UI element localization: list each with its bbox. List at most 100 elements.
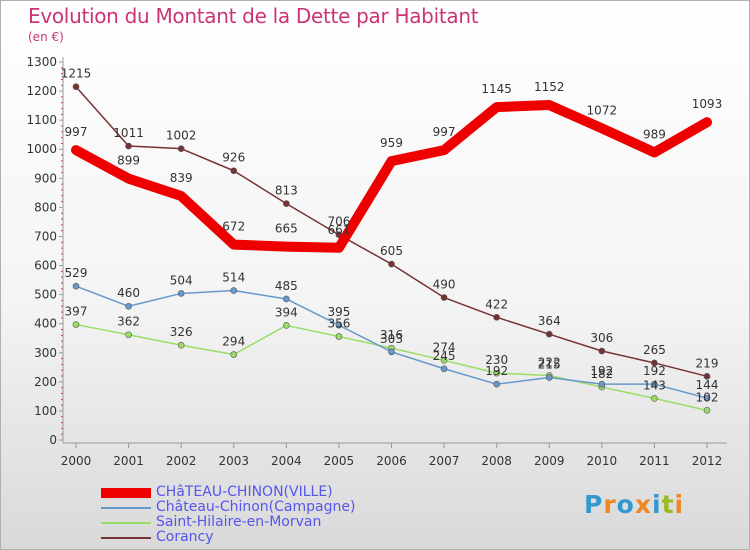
legend-label: CHâTEAU-CHINON(VILLE) — [156, 484, 333, 500]
y-minor-tick — [61, 137, 63, 139]
data-label: 813 — [275, 184, 298, 198]
legend: CHâTEAU-CHINON(VILLE) Château-Chinon(Cam… — [101, 484, 421, 545]
x-tick-label: 2002 — [166, 454, 197, 468]
data-label: 274 — [433, 340, 456, 354]
data-point — [651, 359, 658, 367]
data-label: 316 — [380, 328, 403, 342]
chart-title: Evolution du Montant de la Dette par Hab… — [28, 4, 479, 28]
data-point — [703, 373, 711, 380]
data-point — [125, 331, 132, 339]
data-label: 959 — [380, 136, 403, 150]
data-label: 1011 — [113, 126, 144, 140]
legend-swatch — [101, 488, 151, 498]
data-label: 356 — [327, 316, 350, 330]
data-label: 1152 — [534, 80, 565, 94]
data-point — [283, 322, 290, 329]
legend-swatch — [101, 507, 151, 509]
legend-item: Saint-Hilaire-en-Morvan — [101, 514, 421, 530]
data-label: 1145 — [481, 82, 512, 96]
chart-subtitle: (en €) — [28, 30, 64, 44]
y-tick-label: 1300 — [26, 55, 57, 69]
data-point — [230, 167, 238, 175]
y-minor-tick — [61, 433, 63, 435]
x-tick-label: 2001 — [113, 454, 144, 468]
y-tick-label: 200 — [34, 375, 57, 389]
data-label: 504 — [170, 273, 193, 287]
data-point — [651, 395, 658, 402]
data-label: 192 — [590, 364, 613, 378]
y-minor-tick — [61, 201, 63, 203]
y-minor-tick — [61, 224, 63, 226]
y-minor-tick — [61, 387, 63, 389]
x-tick-label: 2011 — [639, 454, 670, 468]
x-tick-label: 2012 — [692, 454, 723, 468]
x-tick-label: 2004 — [271, 454, 302, 468]
data-label: 395 — [327, 305, 350, 319]
data-label: 839 — [170, 171, 193, 185]
data-point — [72, 83, 80, 91]
data-label: 706 — [327, 215, 350, 229]
data-label: 1093 — [692, 97, 723, 111]
y-minor-tick — [61, 270, 63, 272]
y-minor-tick — [61, 416, 63, 418]
data-point — [72, 321, 80, 328]
y-minor-tick — [61, 212, 63, 214]
y-minor-tick — [61, 358, 63, 360]
data-label: 514 — [222, 271, 245, 285]
y-tick-label: 1000 — [26, 142, 57, 156]
y-minor-tick — [61, 125, 63, 127]
y-minor-tick — [61, 422, 63, 424]
data-point — [72, 282, 80, 290]
y-minor-tick — [61, 299, 63, 301]
legend-label: Corancy — [156, 529, 214, 545]
y-minor-tick — [61, 108, 63, 110]
y-minor-tick — [61, 247, 63, 249]
y-minor-tick — [61, 78, 63, 80]
x-tick-label: 2007 — [429, 454, 460, 468]
data-label: 303 — [380, 332, 403, 346]
y-minor-tick — [61, 154, 63, 156]
data-point — [388, 260, 395, 268]
data-point — [388, 348, 395, 356]
data-label: 102 — [696, 390, 719, 404]
data-point — [335, 321, 343, 329]
data-label: 926 — [222, 151, 245, 165]
y-minor-tick — [61, 392, 63, 394]
data-point — [283, 295, 290, 303]
data-label: 394 — [275, 305, 298, 319]
x-tick-label: 2010 — [587, 454, 618, 468]
x-tick-label: 2006 — [376, 454, 407, 468]
data-label: 605 — [380, 244, 403, 258]
data-label: 326 — [170, 325, 193, 339]
y-tick-label: 1200 — [26, 84, 57, 98]
data-label: 144 — [696, 378, 719, 392]
data-point — [440, 294, 448, 301]
data-label: 997 — [433, 125, 456, 139]
data-point — [125, 302, 132, 310]
data-point — [493, 313, 500, 321]
y-minor-tick — [61, 84, 63, 86]
y-minor-tick — [61, 171, 63, 173]
y-tick-label: 0 — [49, 433, 57, 447]
data-label: 294 — [222, 335, 245, 349]
y-minor-tick — [61, 166, 63, 168]
data-label: 397 — [65, 305, 88, 319]
data-label: 672 — [222, 220, 245, 234]
data-point — [440, 357, 448, 364]
y-minor-tick — [61, 346, 63, 348]
y-tick-label: 1100 — [26, 113, 57, 127]
legend-item: Corancy — [101, 529, 421, 545]
x-tick-label: 2005 — [324, 454, 355, 468]
data-point — [230, 351, 238, 358]
y-minor-tick — [61, 113, 63, 115]
y-tick-label: 600 — [34, 259, 57, 273]
legend-label: Château-Chinon(Campagne) — [156, 499, 356, 515]
legend-swatch — [101, 537, 151, 539]
data-point — [440, 365, 448, 373]
data-label: 422 — [485, 297, 508, 311]
y-minor-tick — [61, 96, 63, 98]
data-label: 222 — [538, 355, 561, 369]
data-label: 265 — [643, 343, 666, 357]
legend-label: Saint-Hilaire-en-Morvan — [156, 514, 322, 530]
